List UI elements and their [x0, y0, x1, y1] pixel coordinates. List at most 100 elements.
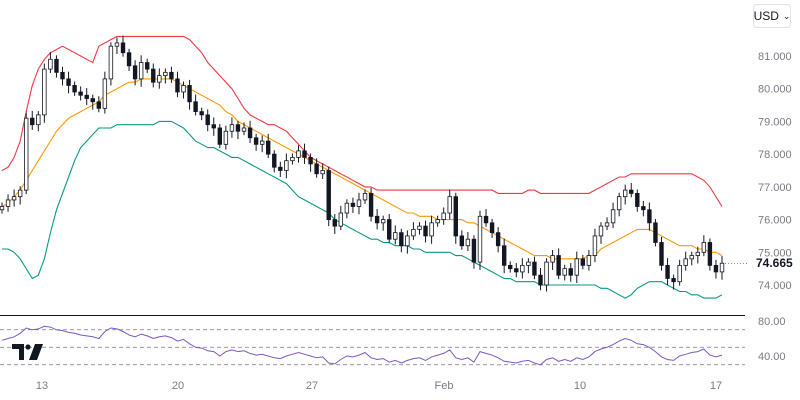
- candle: [544, 258, 549, 292]
- candle: [48, 52, 53, 74]
- candle: [362, 189, 368, 204]
- candle: [114, 37, 120, 55]
- candle: [556, 248, 561, 280]
- candle: [175, 71, 180, 98]
- candle: [181, 81, 186, 99]
- price-axis[interactable]: 81.000 80.000 79.000 78.000 77.000 76.000 75.0…: [758, 51, 792, 363]
- candle: [42, 63, 47, 123]
- time-tick-label: 13: [36, 380, 48, 392]
- price-tick-label: 76.000: [758, 215, 792, 227]
- candle: [78, 86, 83, 101]
- price-tick-label: 80.000: [758, 84, 792, 96]
- candle: [441, 207, 446, 225]
- candle: [393, 225, 398, 245]
- candle: [338, 205, 344, 231]
- candle: [54, 55, 59, 78]
- candle: [550, 249, 555, 270]
- candle: [532, 256, 537, 280]
- candle: [417, 222, 422, 235]
- tradingview-logo[interactable]: [12, 342, 44, 362]
- candle: [574, 251, 579, 284]
- candle: [138, 55, 144, 87]
- candle: [459, 230, 465, 250]
- candle: [538, 267, 543, 291]
- candle: [302, 143, 307, 164]
- time-tick-label: 17: [710, 380, 722, 392]
- candle: [586, 249, 592, 271]
- candle: [36, 110, 41, 132]
- rsi-pane: [0, 325, 745, 366]
- chevron-down-icon: ⌄: [782, 10, 791, 21]
- candle: [701, 235, 707, 257]
- rsi-tick-label: 40.00: [758, 351, 786, 363]
- candle: [665, 258, 670, 285]
- candle: [187, 79, 192, 110]
- candle: [501, 238, 507, 274]
- bollinger-upper-line: [1, 35, 723, 207]
- candle: [629, 182, 634, 198]
- candle: [429, 215, 434, 244]
- candle: [278, 161, 283, 178]
- candle: [677, 259, 682, 286]
- candle: [126, 48, 132, 72]
- candle: [671, 274, 676, 290]
- candle: [641, 200, 646, 217]
- candle: [151, 63, 156, 88]
- candle: [284, 153, 289, 179]
- candle: [598, 222, 604, 244]
- candle: [707, 238, 713, 271]
- time-tick-label: 20: [172, 380, 184, 392]
- candle: [356, 192, 362, 215]
- candle: [689, 251, 694, 266]
- candle: [411, 222, 416, 240]
- candle: [314, 158, 319, 178]
- candle: [399, 228, 404, 253]
- candle: [659, 236, 664, 271]
- candle: [423, 220, 428, 243]
- candlesticks: [0, 35, 725, 292]
- candle: [163, 68, 168, 84]
- currency-selector[interactable]: USD ⌄: [753, 4, 791, 28]
- candle: [272, 150, 277, 173]
- candle: [108, 42, 114, 86]
- candle: [235, 120, 241, 140]
- candle: [622, 184, 628, 205]
- price-tick-label: 75.000: [758, 247, 792, 259]
- candle: [374, 209, 380, 230]
- candle: [241, 122, 247, 136]
- candle: [683, 251, 688, 271]
- candle: [0, 202, 5, 214]
- candle: [66, 71, 71, 94]
- candle: [199, 107, 204, 121]
- candle: [604, 217, 610, 231]
- candle: [568, 263, 573, 282]
- rsi-line: [1, 325, 723, 366]
- bollinger-middle-line: [1, 78, 723, 260]
- candle: [477, 210, 483, 270]
- candle: [508, 261, 513, 273]
- candle: [719, 256, 725, 280]
- price-tick-label: 77.000: [758, 182, 792, 194]
- candle: [332, 214, 337, 234]
- candle: [266, 133, 271, 159]
- time-tick-label: 27: [306, 380, 318, 392]
- price-tick-label: 74.000: [758, 280, 792, 292]
- candle: [290, 153, 295, 165]
- candle: [30, 110, 35, 130]
- candle: [193, 94, 198, 116]
- candle: [84, 88, 89, 106]
- time-axis[interactable]: 13 20 27 Feb 10 17: [36, 380, 722, 392]
- candle: [157, 68, 162, 89]
- currency-label: USD: [753, 9, 779, 23]
- candle: [653, 218, 658, 247]
- last-price-label: 74.665: [756, 256, 793, 270]
- candle: [526, 258, 531, 274]
- candle: [465, 232, 471, 251]
- rsi-tick-label: 80.00: [758, 316, 786, 328]
- candle: [17, 186, 23, 205]
- candle: [253, 133, 259, 151]
- candle: [72, 81, 77, 96]
- candle: [405, 230, 410, 254]
- price-tick-label: 81.000: [758, 51, 792, 63]
